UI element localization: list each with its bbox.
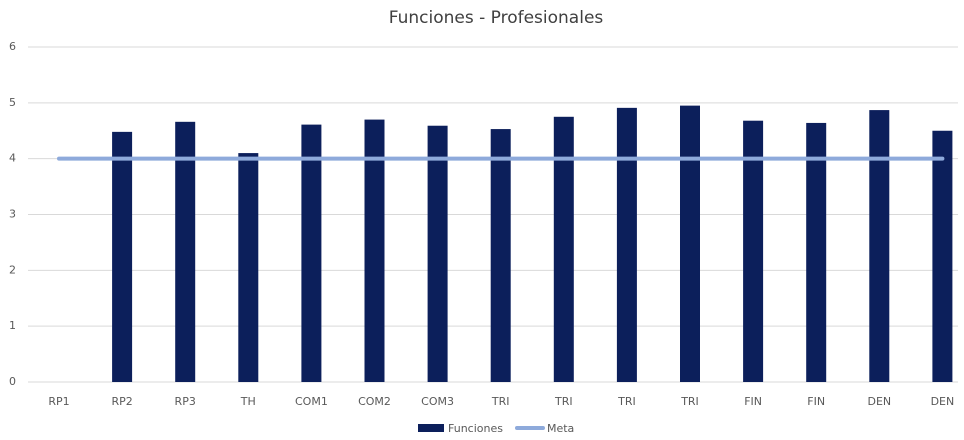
bar xyxy=(932,130,953,382)
bar xyxy=(301,124,322,382)
bar xyxy=(553,116,574,383)
chart-title: Funciones - Profesionales xyxy=(389,8,604,28)
x-tick-label: RP3 xyxy=(175,395,196,408)
bar xyxy=(112,131,133,382)
bar xyxy=(364,119,385,382)
y-tick-label: 6 xyxy=(9,40,16,53)
bar xyxy=(869,110,890,382)
bar xyxy=(238,153,259,382)
y-tick-label: 0 xyxy=(9,375,16,388)
x-tick-label: TRI xyxy=(554,395,573,408)
legend-swatch xyxy=(418,424,444,432)
x-tick-label: RP1 xyxy=(48,395,69,408)
legend-label: Meta xyxy=(547,422,574,435)
x-tick-label: FIN xyxy=(744,395,762,408)
bar xyxy=(616,107,637,382)
x-tick-label: RP2 xyxy=(111,395,132,408)
x-tick-label: DEN xyxy=(867,395,891,408)
x-tick-label: TRI xyxy=(491,395,510,408)
bar xyxy=(490,129,511,382)
y-tick-label: 3 xyxy=(9,208,16,221)
y-tick-label: 2 xyxy=(9,263,16,276)
x-tick-label: COM2 xyxy=(358,395,391,408)
y-tick-label: 5 xyxy=(9,96,16,109)
x-tick-label: DEN xyxy=(931,395,955,408)
bar xyxy=(680,105,700,382)
y-tick-label: 4 xyxy=(9,152,16,165)
legend-label: Funciones xyxy=(448,422,503,435)
x-tick-label: TRI xyxy=(680,395,699,408)
bar xyxy=(743,120,764,382)
bar xyxy=(175,121,196,383)
x-tick-label: COM3 xyxy=(421,395,454,408)
bar xyxy=(427,125,448,382)
x-tick-label: COM1 xyxy=(295,395,328,408)
x-tick-label: FIN xyxy=(807,395,825,408)
y-tick-label: 1 xyxy=(9,319,16,332)
x-tick-label: TH xyxy=(240,395,256,408)
x-tick-label: TRI xyxy=(617,395,636,408)
bar xyxy=(806,122,827,382)
